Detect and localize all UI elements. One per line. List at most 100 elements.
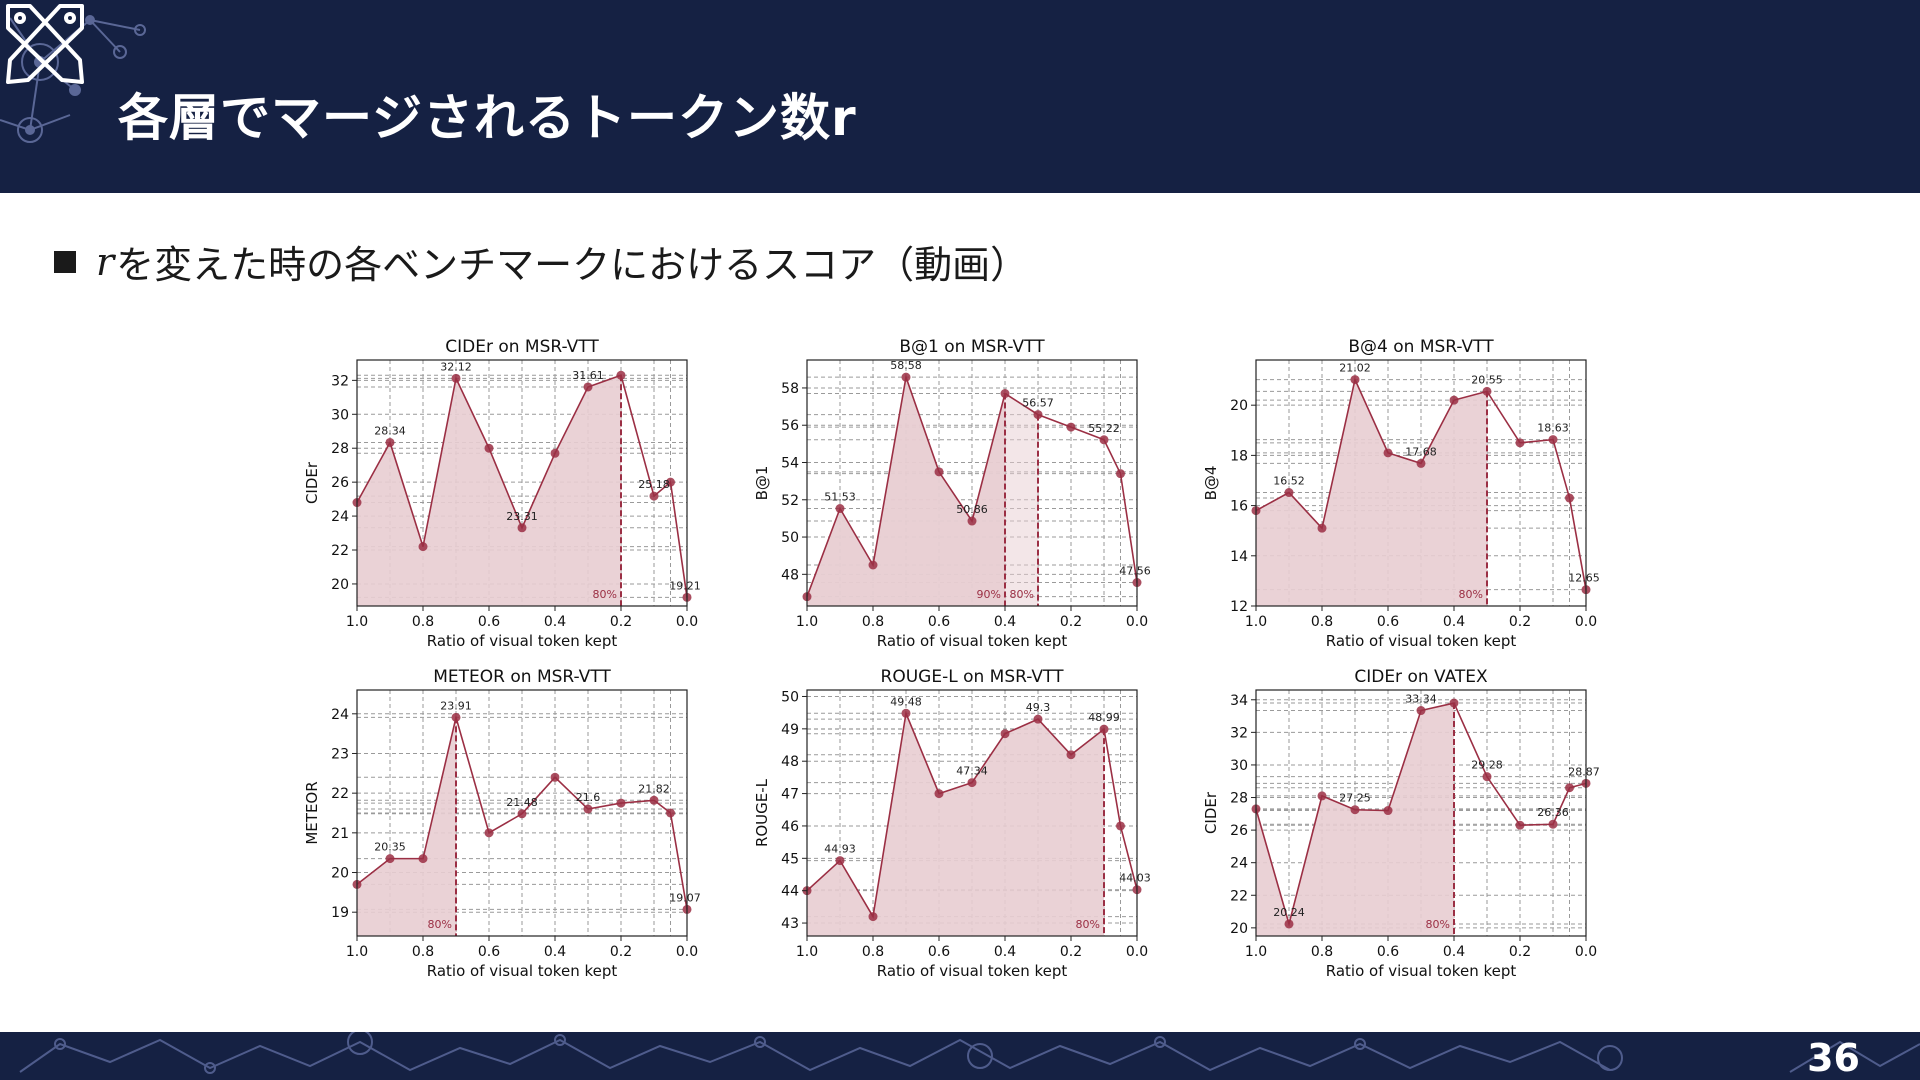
data-point bbox=[1000, 389, 1010, 399]
chart-b4-msrvtt: B@4 on MSR-VTT 80% 16.52 21.02 17.68 20.55 18.… bbox=[1202, 337, 1600, 650]
slide-title: 各層でマージされるトークン数r bbox=[118, 89, 857, 147]
data-point bbox=[835, 504, 845, 514]
data-point bbox=[967, 778, 977, 788]
y-tick-label: 50 bbox=[781, 530, 799, 546]
data-point bbox=[1565, 783, 1574, 793]
x-axis-label: Ratio of visual token kept bbox=[877, 632, 1068, 650]
y-tick-label: 47 bbox=[781, 787, 799, 803]
data-point bbox=[1383, 448, 1393, 458]
y-axis-label: CIDEr bbox=[1202, 791, 1220, 834]
data-label: 21.6 bbox=[576, 791, 601, 804]
x-tick-label: 0.0 bbox=[1126, 944, 1148, 960]
series-line bbox=[1255, 377, 1587, 590]
data-point bbox=[1317, 523, 1327, 533]
data-point bbox=[1000, 729, 1010, 739]
y-tick-label: 48 bbox=[781, 754, 799, 770]
x-tick-label: 0.2 bbox=[610, 944, 632, 960]
page-number: 36 bbox=[1807, 1036, 1860, 1080]
bullet-square-icon bbox=[54, 250, 76, 273]
x-tick-label: 0.4 bbox=[1443, 614, 1465, 630]
data-point bbox=[550, 448, 560, 458]
y-tick-label: 48 bbox=[781, 567, 799, 583]
y-tick-label: 14 bbox=[1230, 549, 1248, 565]
data-point bbox=[1515, 820, 1525, 830]
data-label: 21.48 bbox=[506, 796, 538, 809]
x-tick-label: 1.0 bbox=[346, 944, 368, 960]
plot-frame bbox=[806, 359, 1138, 607]
y-tick-label: 54 bbox=[781, 456, 799, 472]
y-tick-label: 46 bbox=[781, 819, 799, 835]
data-point bbox=[868, 912, 878, 922]
shaded-area bbox=[807, 713, 1104, 936]
data-label: 44.03 bbox=[1119, 872, 1151, 885]
data-label: 32.12 bbox=[440, 360, 472, 373]
x-tick-label: 0.4 bbox=[544, 614, 566, 630]
series-line bbox=[806, 373, 1138, 597]
x-tick-label: 0.2 bbox=[1509, 614, 1531, 630]
x-tick-label: 0.6 bbox=[928, 944, 950, 960]
x-tick-label: 1.0 bbox=[796, 944, 818, 960]
x-tick-label: 1.0 bbox=[346, 614, 368, 630]
data-label: 50.86 bbox=[956, 503, 988, 516]
x-axis-label: Ratio of visual token kept bbox=[427, 632, 618, 650]
data-point bbox=[1033, 714, 1043, 724]
threshold-label: 90% bbox=[977, 588, 1001, 601]
chart-title: ROUGE-L on MSR-VTT bbox=[881, 667, 1065, 687]
data-label: 33.34 bbox=[1405, 693, 1437, 706]
data-point bbox=[1066, 750, 1076, 760]
x-tick-label: 0.6 bbox=[1377, 944, 1399, 960]
chart-title: CIDEr on VATEX bbox=[1354, 667, 1488, 687]
data-label: 55.22 bbox=[1088, 422, 1120, 435]
x-tick-label: 0.4 bbox=[994, 614, 1016, 630]
y-axis-label: B@1 bbox=[753, 466, 771, 501]
data-label: 19.21 bbox=[669, 579, 701, 592]
y-tick-label: 16 bbox=[1230, 499, 1248, 515]
data-point bbox=[1565, 493, 1574, 503]
series-line bbox=[1255, 702, 1587, 927]
data-point bbox=[1548, 435, 1558, 445]
data-point bbox=[484, 828, 494, 838]
y-axis-label: CIDEr bbox=[303, 461, 321, 504]
data-label: 28.87 bbox=[1568, 765, 1600, 778]
threshold-label: 80% bbox=[1076, 918, 1100, 931]
data-point bbox=[418, 542, 428, 552]
data-label: 17.68 bbox=[1405, 445, 1437, 458]
y-tick-label: 45 bbox=[781, 851, 799, 867]
data-point bbox=[1350, 805, 1360, 815]
x-tick-label: 0.2 bbox=[610, 614, 632, 630]
y-tick-label: 49 bbox=[781, 722, 799, 738]
chart-cider-msrvtt: CIDEr on MSR-VTT 80% 28.34 32.12 23.31 31.61 2… bbox=[303, 337, 701, 650]
x-tick-label: 0.0 bbox=[676, 614, 698, 630]
x-tick-label: 0.4 bbox=[544, 944, 566, 960]
x-tick-label: 0.2 bbox=[1060, 614, 1082, 630]
data-label: 31.61 bbox=[572, 369, 604, 382]
data-label: 49.3 bbox=[1026, 701, 1051, 714]
data-label: 44.93 bbox=[824, 843, 856, 856]
chart-title: METEOR on MSR-VTT bbox=[433, 667, 611, 687]
chart-title: B@1 on MSR-VTT bbox=[899, 337, 1045, 357]
data-point bbox=[451, 373, 461, 383]
y-tick-label: 34 bbox=[1230, 693, 1248, 709]
data-label: 23.91 bbox=[440, 699, 472, 712]
x-tick-label: 1.0 bbox=[796, 614, 818, 630]
data-label: 48.99 bbox=[1088, 711, 1120, 724]
y-tick-label: 58 bbox=[781, 381, 799, 397]
data-label: 23.31 bbox=[506, 510, 538, 523]
data-point bbox=[666, 477, 675, 487]
y-tick-label: 28 bbox=[331, 441, 349, 457]
data-label: 20.35 bbox=[374, 841, 406, 854]
threshold-label: 80% bbox=[1426, 918, 1450, 931]
data-point bbox=[1284, 919, 1294, 929]
plot-frame bbox=[1255, 359, 1587, 607]
data-label: 25.18 bbox=[638, 478, 670, 491]
y-tick-label: 22 bbox=[331, 786, 349, 802]
data-label: 20.24 bbox=[1273, 906, 1305, 919]
y-tick-label: 24 bbox=[331, 509, 349, 525]
data-point bbox=[583, 382, 593, 392]
x-tick-label: 0.8 bbox=[412, 614, 434, 630]
data-point bbox=[1416, 458, 1426, 468]
data-label: 26.36 bbox=[1537, 806, 1569, 819]
data-label: 16.52 bbox=[1273, 475, 1305, 488]
data-point bbox=[451, 712, 461, 722]
bullet-text: を変えた時の各ベンチマークにおけるスコア（動画） bbox=[116, 243, 1029, 287]
